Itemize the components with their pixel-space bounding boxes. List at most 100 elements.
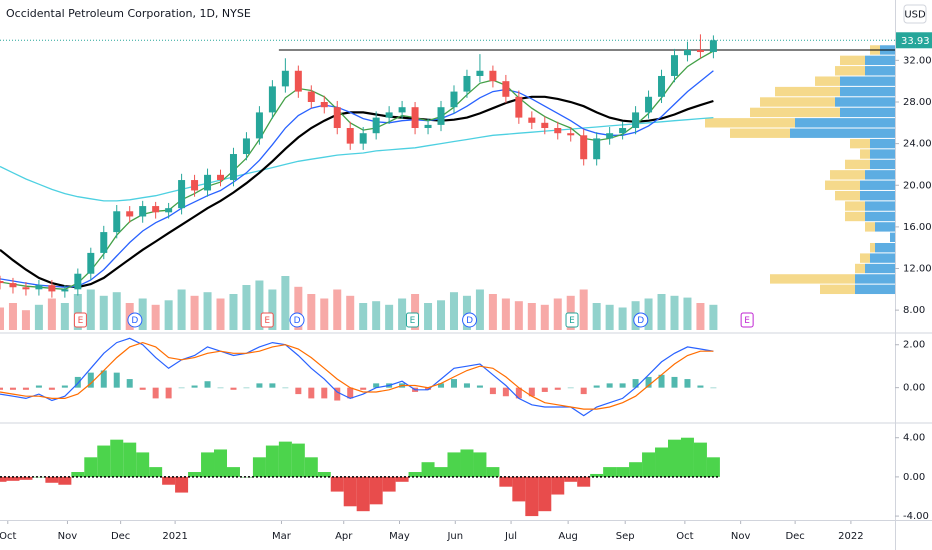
event-label: E (410, 316, 416, 326)
profile-up (865, 66, 895, 76)
y-tick-label: 8.00 (903, 305, 925, 316)
x-tick-label: May (389, 531, 410, 542)
x-tick-label: Jul (504, 531, 517, 542)
profile-up (865, 170, 895, 180)
y-tick-label: 24.00 (903, 139, 932, 150)
oscillator-bar (434, 467, 448, 477)
oscillator-bar (616, 467, 630, 477)
y-tick-label: -4.00 (903, 511, 929, 522)
candle-body (528, 117, 536, 123)
profile-down (835, 190, 860, 201)
oscillator-bar (71, 472, 85, 477)
oscillator-bar (512, 476, 526, 502)
x-tick-label: Oct (676, 531, 693, 542)
macd-histogram-bar (425, 387, 432, 390)
x-tick-label: Oct (0, 531, 17, 542)
volume-bar (99, 295, 108, 330)
oscillator-bar (58, 476, 72, 485)
currency-box[interactable] (903, 4, 927, 24)
chart-title: Occidental Petroleum Corporation, 1D, NY… (6, 7, 251, 20)
candle-body (398, 107, 406, 113)
macd-histogram-bar (152, 387, 159, 399)
profile-down (820, 284, 855, 295)
oscillator-bar (330, 476, 344, 492)
volume-bar (34, 304, 43, 330)
x-tick-label: 2021 (162, 531, 187, 542)
currency: USD (904, 10, 926, 21)
event-label: D (637, 316, 644, 326)
macd-histogram-bar (373, 383, 380, 388)
volume-bar (462, 295, 471, 330)
candle-body (152, 206, 160, 213)
x-tick-label: Sep (616, 531, 635, 542)
candle-body (696, 49, 704, 53)
volume-bar (592, 303, 601, 330)
macd-histogram-bar (360, 387, 367, 390)
macd-line (0, 337, 714, 417)
macd-histogram-bar (61, 385, 68, 388)
candle-body (554, 128, 562, 134)
profile-up (865, 211, 895, 222)
candle-body (204, 174, 212, 191)
macd-histogram-bar (165, 387, 172, 399)
oscillator-bar (460, 449, 474, 477)
oscillator-bar (395, 476, 409, 482)
macd-histogram-bar (438, 383, 445, 388)
candle-body (307, 91, 315, 102)
oscillator-bar (369, 476, 383, 505)
x-tick-label: 2022 (838, 531, 863, 542)
profile-up (870, 159, 895, 170)
volume-bar (151, 304, 160, 330)
event-label: E (78, 316, 84, 326)
profile-down (865, 222, 875, 232)
macd-histogram-bar (710, 387, 717, 389)
candle-body (48, 285, 56, 292)
profile-up (865, 263, 895, 274)
oscillator-bar (629, 462, 643, 477)
oscillator-bar (6, 476, 20, 481)
profile-up (840, 107, 895, 118)
profile-down (830, 170, 865, 180)
volume-bar (268, 289, 277, 330)
last-price-label: 33.93 (901, 36, 930, 47)
macd-histogram-bar (463, 383, 470, 388)
volume-bar (514, 301, 523, 330)
profile-down (850, 138, 870, 149)
volume-bar (605, 304, 614, 330)
macd-histogram-bar (139, 387, 146, 390)
volume-bar (501, 298, 510, 330)
y-tick-label: 0.00 (903, 472, 925, 483)
y-tick-label: 12.00 (903, 264, 932, 275)
macd-histogram-bar (450, 379, 457, 388)
oscillator-bar (408, 472, 422, 477)
x-tick-label: Aug (558, 531, 578, 542)
macd-histogram-bar (684, 379, 691, 388)
oscillator-bar (499, 476, 513, 487)
candle-body (242, 138, 250, 155)
profile-down (845, 159, 870, 170)
volume-bar (709, 304, 718, 330)
oscillator-bar (97, 445, 111, 477)
oscillator-bar (162, 476, 176, 485)
profile-down (855, 263, 865, 274)
oscillator-bar (19, 476, 33, 480)
y-tick-label: 28.00 (903, 97, 932, 108)
volume-bar (683, 297, 692, 330)
profile-down (860, 149, 870, 159)
oscillator-bar (680, 437, 694, 477)
macd-histogram-bar (204, 381, 211, 388)
profile-up (835, 97, 895, 107)
volume-bar (696, 303, 705, 330)
candle-body (346, 128, 354, 144)
last-price-box (896, 32, 932, 49)
volume-bar (411, 294, 420, 330)
event-label: D (131, 316, 138, 326)
oscillator-bar (642, 452, 656, 477)
event-label: E (569, 316, 575, 326)
candle-body (502, 81, 510, 97)
x-tick-label: Mar (272, 531, 292, 542)
macd-histogram-bar (126, 379, 133, 388)
volume-bar (190, 295, 199, 330)
